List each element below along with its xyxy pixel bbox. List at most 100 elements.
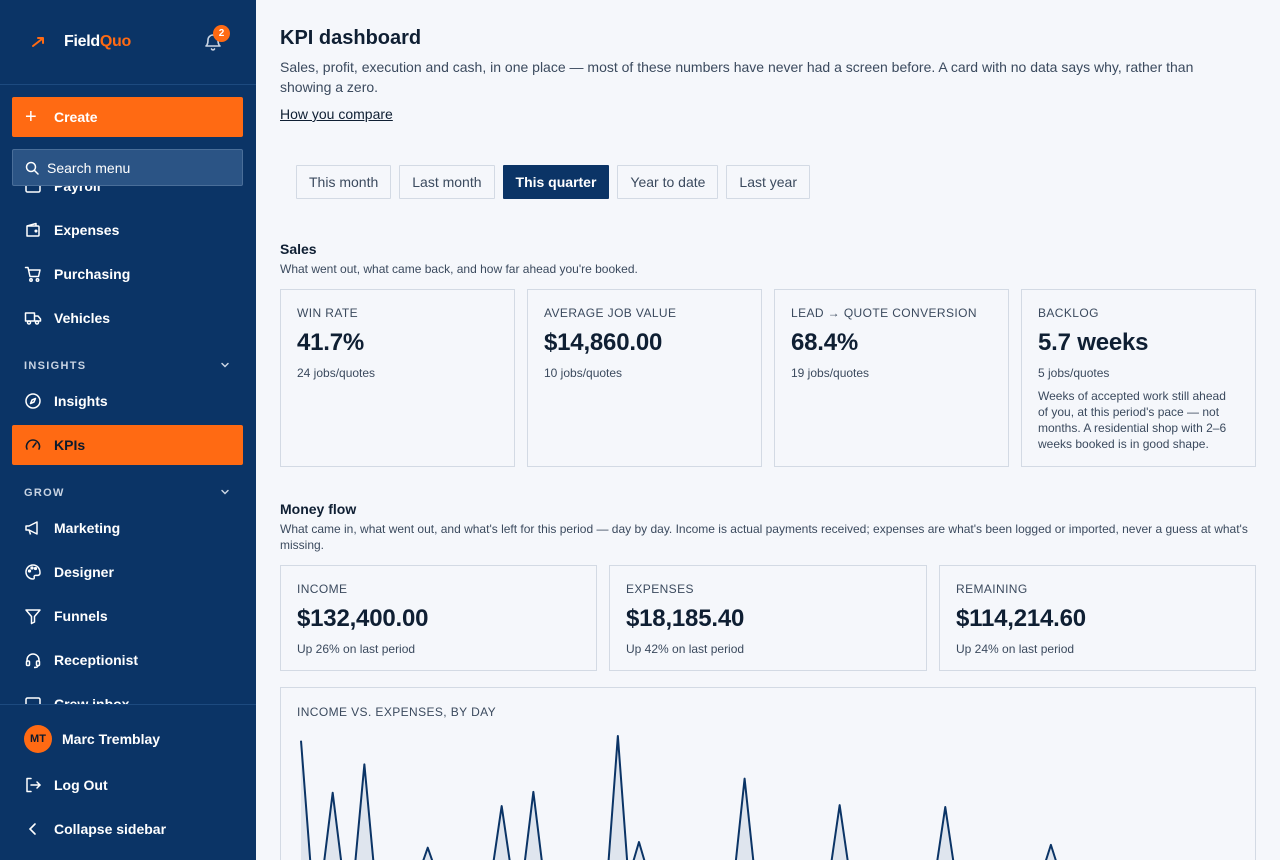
period-this-quarter[interactable]: This quarter: [502, 165, 610, 199]
income-point[interactable]: [837, 802, 843, 808]
income-point[interactable]: [742, 776, 748, 782]
page-title: KPI dashboard: [280, 27, 422, 49]
brand-name-part2: Quo: [99, 33, 131, 50]
period-this-month[interactable]: This month: [296, 165, 392, 199]
gauge-icon: [25, 439, 41, 450]
chart-title: INCOME VS. EXPENSES, BY DAY: [297, 705, 497, 719]
wallet-icon: [26, 222, 40, 237]
sidebar-item-designer[interactable]: Designer: [12, 552, 243, 592]
income-point[interactable]: [636, 839, 642, 845]
card-meta: 5 jobs/quotes: [1038, 366, 1110, 380]
card-label: REMAINING: [956, 582, 1028, 596]
income-point[interactable]: [499, 803, 505, 809]
card-meta: 19 jobs/quotes: [791, 366, 870, 380]
notification-badge: 2: [213, 25, 230, 42]
sidebar-item-label: Receptionist: [54, 652, 139, 668]
chevron-down-icon[interactable]: [219, 359, 231, 371]
sidebar-item-marketing[interactable]: Marketing: [12, 508, 243, 548]
search-icon: [25, 161, 39, 175]
sidebar: FieldQuo 2 + Create Search menu Payroll …: [0, 0, 256, 860]
income-point[interactable]: [530, 789, 536, 795]
collapse-sidebar-button[interactable]: Collapse sidebar: [24, 820, 166, 838]
income-point[interactable]: [298, 738, 304, 744]
sales-section-title: Sales: [280, 241, 317, 257]
bell-icon[interactable]: [203, 32, 223, 52]
income-point[interactable]: [330, 790, 336, 796]
plus-icon: +: [25, 106, 37, 128]
create-label: Create: [54, 109, 98, 125]
logout-label: Log Out: [54, 777, 108, 793]
sidebar-item-insights[interactable]: Insights: [12, 381, 243, 421]
sidebar-item-label: Designer: [54, 564, 114, 580]
logo-icon: [32, 37, 44, 47]
period-last-month[interactable]: Last month: [399, 165, 495, 199]
cart-icon: [24, 266, 41, 282]
collapse-label: Collapse sidebar: [54, 821, 167, 837]
sidebar-nav[interactable]: Payroll Expenses Purchasing Vehicles INS…: [0, 137, 256, 704]
income-point[interactable]: [425, 845, 431, 851]
kpi-card-win-rate: WIN RATE 41.7% 24 jobs/quotes: [280, 289, 515, 467]
card-value: $114,214.60: [956, 605, 1086, 632]
truck-icon: [24, 312, 42, 325]
funnel-icon: [25, 609, 41, 625]
inbox-icon: [25, 697, 41, 704]
money-card-remaining: REMAINING $114,214.60 Up 24% on last per…: [939, 565, 1256, 671]
income-expenses-chart: [298, 733, 1057, 860]
income-expenses-chart-card: INCOME VS. EXPENSES, BY DAY: [280, 687, 1256, 860]
card-label: LEAD → QUOTE CONVERSION: [791, 306, 977, 320]
money-card-expenses: EXPENSES $18,185.40 Up 42% on last perio…: [609, 565, 927, 671]
income-line: [300, 735, 1057, 860]
logout-button[interactable]: Log Out: [24, 776, 108, 794]
chevron-down-icon[interactable]: [219, 486, 231, 498]
period-year-to-date[interactable]: Year to date: [617, 165, 719, 199]
kpi-card-lead-quote-conversion: LEAD → QUOTE CONVERSION 68.4% 19 jobs/qu…: [774, 289, 1009, 467]
brand-name-part1: Field: [64, 33, 100, 50]
section-label-grow: GROW: [24, 487, 65, 499]
sidebar-item-funnels[interactable]: Funnels: [12, 596, 243, 636]
income-point[interactable]: [942, 804, 948, 810]
sidebar-footer: MT Marc Tremblay Log Out Collapse sideba…: [0, 704, 256, 860]
sidebar-item-label: Vehicles: [54, 310, 111, 326]
card-label: WIN RATE: [297, 306, 358, 320]
money-flow-section-subtitle: What came in, what went out, and what's …: [280, 522, 1248, 552]
main-content: KPI dashboard Sales, profit, execution a…: [256, 0, 1280, 860]
card-meta: 24 jobs/quotes: [297, 366, 376, 380]
palette-icon: [25, 564, 41, 580]
search-menu-input[interactable]: Search menu: [12, 149, 243, 186]
income-point[interactable]: [1048, 842, 1054, 848]
money-card-income: INCOME $132,400.00 Up 26% on last period: [280, 565, 597, 671]
sidebar-item-crew-inbox[interactable]: Crew inbox: [12, 684, 243, 704]
card-value: 5.7 weeks: [1038, 329, 1149, 356]
card-meta: 10 jobs/quotes: [544, 366, 623, 380]
sidebar-item-label: Purchasing: [54, 266, 131, 282]
card-meta: Up 26% on last period: [297, 642, 416, 656]
brand-name[interactable]: FieldQuo: [64, 33, 131, 51]
sidebar-item-expenses[interactable]: Expenses: [12, 210, 243, 250]
kpi-card-backlog: BACKLOG 5.7 weeks 5 jobs/quotes Weeks of…: [1021, 289, 1256, 467]
sidebar-item-kpis[interactable]: KPIs: [12, 425, 243, 465]
sidebar-item-purchasing[interactable]: Purchasing: [12, 254, 243, 294]
user-name[interactable]: Marc Tremblay: [62, 731, 161, 747]
card-label: AVERAGE JOB VALUE: [544, 306, 677, 320]
card-value: $18,185.40: [626, 605, 745, 632]
logout-icon: [26, 777, 41, 793]
create-button[interactable]: + Create: [12, 97, 243, 137]
avatar[interactable]: MT: [24, 725, 52, 753]
income-point[interactable]: [361, 761, 367, 767]
card-value: 68.4%: [791, 329, 859, 356]
sidebar-item-label: Insights: [54, 393, 108, 409]
card-value: $14,860.00: [544, 329, 663, 356]
kpi-card-average-job-value: AVERAGE JOB VALUE $14,860.00 10 jobs/quo…: [527, 289, 762, 467]
sidebar-item-label: Funnels: [54, 608, 108, 624]
page-description: Sales, profit, execution and cash, in on…: [280, 59, 1194, 95]
sidebar-item-receptionist[interactable]: Receptionist: [12, 640, 243, 680]
period-last-year[interactable]: Last year: [726, 165, 811, 199]
income-point[interactable]: [615, 733, 621, 739]
card-meta: Up 24% on last period: [956, 642, 1075, 656]
section-label-insights: INSIGHTS: [24, 360, 87, 372]
card-label: INCOME: [297, 582, 348, 596]
sidebar-item-vehicles[interactable]: Vehicles: [12, 298, 243, 338]
how-you-compare-link[interactable]: How you compare: [280, 106, 393, 122]
sidebar-item-label: Marketing: [54, 520, 121, 536]
chevron-left-icon: [28, 823, 36, 835]
